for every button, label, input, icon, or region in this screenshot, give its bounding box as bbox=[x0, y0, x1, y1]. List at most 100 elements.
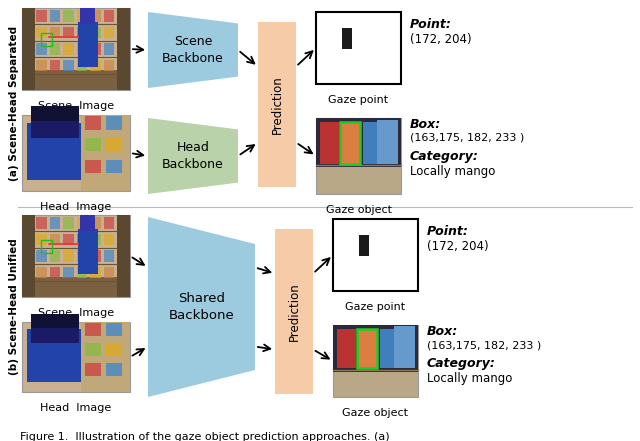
Bar bbox=[77, 267, 87, 278]
Text: Head  Image: Head Image bbox=[40, 403, 111, 413]
Bar bbox=[84, 160, 101, 173]
Bar bbox=[333, 325, 418, 372]
Bar bbox=[36, 250, 47, 262]
Bar bbox=[363, 122, 380, 164]
Text: (172, 204): (172, 204) bbox=[427, 240, 488, 253]
Bar bbox=[22, 115, 130, 191]
Text: Box:: Box: bbox=[410, 118, 441, 131]
Bar bbox=[357, 329, 377, 368]
Text: Gaze point: Gaze point bbox=[346, 302, 406, 312]
Bar bbox=[394, 326, 415, 368]
Bar bbox=[49, 217, 60, 229]
Polygon shape bbox=[148, 217, 255, 397]
Bar bbox=[342, 28, 352, 49]
Text: Head
Backbone: Head Backbone bbox=[162, 141, 224, 171]
Bar bbox=[90, 60, 101, 71]
Bar bbox=[81, 8, 95, 24]
Bar bbox=[258, 22, 296, 187]
Bar bbox=[77, 60, 87, 71]
Bar bbox=[22, 215, 130, 297]
Bar bbox=[81, 115, 130, 191]
Bar bbox=[49, 11, 60, 22]
Bar bbox=[104, 234, 115, 245]
Text: Locally mango: Locally mango bbox=[410, 165, 495, 178]
Bar bbox=[78, 229, 97, 274]
Bar bbox=[316, 12, 401, 84]
Bar bbox=[49, 60, 60, 71]
Text: Prediction: Prediction bbox=[271, 75, 284, 134]
Bar bbox=[42, 34, 52, 46]
Bar bbox=[104, 267, 115, 278]
Bar bbox=[63, 267, 74, 278]
Bar bbox=[63, 250, 74, 262]
Bar bbox=[117, 8, 130, 90]
Text: Scene  Image: Scene Image bbox=[38, 308, 114, 318]
Bar bbox=[22, 8, 130, 90]
Bar bbox=[31, 315, 79, 343]
Text: (172, 204): (172, 204) bbox=[410, 33, 472, 46]
Text: Point:: Point: bbox=[410, 18, 452, 31]
Text: Shared
Backbone: Shared Backbone bbox=[168, 292, 234, 322]
Bar bbox=[22, 215, 35, 297]
Text: Point:: Point: bbox=[427, 225, 469, 238]
Bar bbox=[22, 277, 130, 297]
Text: Gaze point: Gaze point bbox=[328, 95, 388, 105]
Bar bbox=[90, 217, 101, 229]
Bar bbox=[36, 234, 47, 245]
Bar bbox=[77, 11, 87, 22]
Bar bbox=[333, 325, 418, 397]
Bar bbox=[49, 27, 60, 38]
Bar bbox=[104, 217, 115, 229]
Bar bbox=[90, 234, 101, 245]
Polygon shape bbox=[148, 12, 238, 88]
Bar bbox=[28, 329, 81, 381]
Text: Figure 1.  Illustration of the gaze object prediction approaches. (a): Figure 1. Illustration of the gaze objec… bbox=[20, 432, 390, 441]
Bar bbox=[36, 27, 47, 38]
Bar bbox=[90, 11, 101, 22]
Text: (163,175, 182, 233 ): (163,175, 182, 233 ) bbox=[410, 133, 524, 143]
Bar bbox=[104, 11, 115, 22]
Bar bbox=[104, 60, 115, 71]
Bar bbox=[36, 43, 47, 55]
Bar bbox=[77, 217, 87, 229]
Bar bbox=[36, 267, 47, 278]
Bar bbox=[63, 217, 74, 229]
Text: Head  Image: Head Image bbox=[40, 202, 111, 212]
Bar bbox=[84, 343, 101, 355]
Bar bbox=[340, 122, 360, 164]
Text: Scene  Image: Scene Image bbox=[38, 101, 114, 111]
Bar bbox=[63, 234, 74, 245]
Text: (163,175, 182, 233 ): (163,175, 182, 233 ) bbox=[427, 340, 541, 350]
Bar bbox=[22, 8, 35, 90]
Bar bbox=[81, 322, 130, 392]
Bar bbox=[31, 314, 79, 328]
Bar bbox=[90, 43, 101, 55]
Bar bbox=[42, 240, 52, 253]
Bar bbox=[84, 138, 101, 151]
Bar bbox=[106, 160, 122, 173]
Bar bbox=[337, 329, 356, 368]
Polygon shape bbox=[148, 118, 238, 194]
Bar bbox=[106, 323, 122, 336]
Bar bbox=[357, 329, 377, 368]
Bar bbox=[36, 11, 47, 22]
Bar bbox=[104, 27, 115, 38]
Bar bbox=[106, 116, 122, 130]
Text: Category:: Category: bbox=[427, 357, 496, 370]
Bar bbox=[104, 43, 115, 55]
Bar bbox=[106, 138, 122, 151]
Bar bbox=[31, 108, 79, 138]
Bar bbox=[22, 322, 130, 392]
Bar bbox=[63, 60, 74, 71]
Bar bbox=[90, 267, 101, 278]
Bar bbox=[104, 250, 115, 262]
Bar bbox=[358, 235, 369, 256]
Bar bbox=[78, 22, 97, 67]
Bar bbox=[394, 329, 415, 368]
Bar bbox=[90, 27, 101, 38]
Bar bbox=[81, 215, 95, 232]
Bar bbox=[106, 343, 122, 355]
Bar bbox=[22, 70, 130, 90]
Bar bbox=[106, 363, 122, 376]
Bar bbox=[63, 27, 74, 38]
